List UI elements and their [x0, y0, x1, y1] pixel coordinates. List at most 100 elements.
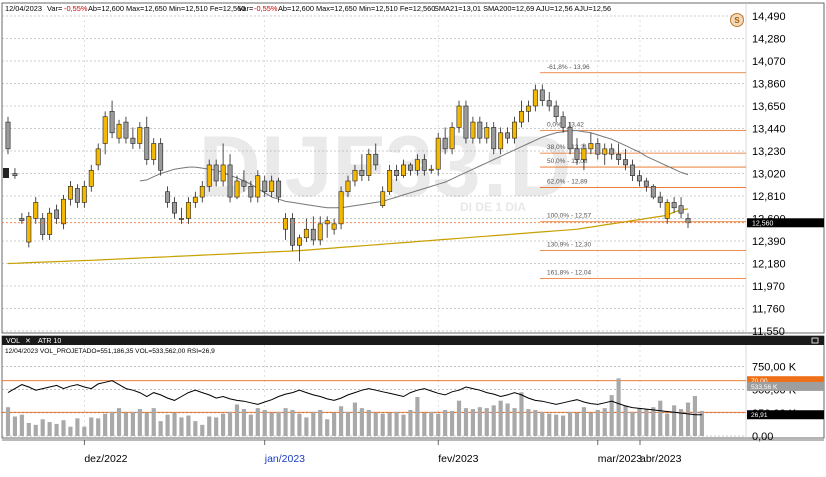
volume-bar: [241, 409, 246, 436]
volume-bar: [436, 413, 441, 436]
candle-body: [303, 228, 309, 239]
candle-body: [650, 186, 656, 198]
volume-panel-title: 12/04/2023 VOL_PROJETADO=551,186,35 VOL=…: [5, 348, 215, 355]
currency-icon-symbol: S: [734, 16, 740, 25]
panel-maximize-icon[interactable]: [811, 337, 819, 344]
candlestick: [199, 181, 205, 203]
candlestick: [602, 143, 608, 165]
price-tick-label: 12,390: [752, 236, 786, 248]
candlestick: [116, 119, 122, 144]
volume-bar: [248, 414, 253, 436]
currency-icon[interactable]: [730, 13, 744, 27]
candle-body: [276, 180, 282, 198]
volume-bar: [116, 408, 122, 436]
candlestick: [407, 162, 413, 176]
volume-bar: [443, 409, 448, 436]
candlestick: [130, 127, 136, 149]
candlestick: [657, 191, 663, 208]
close-icon[interactable]: ✕: [25, 338, 31, 345]
candlestick: [498, 127, 504, 155]
candlestick: [345, 175, 351, 198]
candlestick: [574, 138, 580, 165]
candlestick: [581, 143, 587, 171]
rsi-line: [7, 380, 702, 416]
candle-body: [220, 164, 226, 182]
candle-body: [206, 164, 212, 187]
volume-bar: [325, 419, 330, 436]
candle-body: [546, 100, 552, 107]
candlestick: [290, 213, 295, 251]
volume-bar: [144, 412, 149, 436]
volume-bar: [345, 411, 351, 436]
candlestick: [421, 154, 427, 176]
volume-bar: [26, 422, 31, 436]
candlestick: [276, 177, 282, 203]
candle-body: [595, 143, 601, 155]
price-gridlines: [2, 15, 746, 332]
candle-body: [331, 223, 337, 230]
volume-bar: [380, 413, 385, 436]
header-var-label: Var=: [47, 4, 62, 13]
candle-body: [317, 223, 323, 241]
candle-body: [54, 209, 60, 219]
candle-body: [623, 159, 629, 166]
candle-body: [574, 148, 580, 160]
candle-body: [380, 191, 386, 206]
left-collapse-handle[interactable]: [3, 168, 9, 178]
volume-bar: [290, 409, 295, 436]
tab-vol[interactable]: VOL: [6, 338, 20, 345]
price-tick-label: 11,970: [752, 281, 785, 293]
volume-bar: [151, 408, 156, 436]
volume-bar: [33, 424, 38, 436]
candle-body: [47, 212, 53, 235]
candlestick: [380, 186, 386, 208]
volume-bar: [373, 412, 378, 436]
candle-body: [407, 164, 413, 171]
tab-atr[interactable]: ATR 10: [38, 338, 61, 345]
volume-badge-bg: [747, 381, 824, 391]
candle-body: [678, 205, 684, 214]
volume-bar: [304, 417, 309, 436]
collapse-arrow-icon[interactable]: [3, 168, 9, 178]
candle-body: [81, 186, 87, 203]
price-tick-label: 14,490: [752, 11, 786, 23]
volume-bar: [408, 409, 413, 436]
fib-level-label: 38,0% - 13,21: [547, 144, 588, 151]
candlestick: [435, 132, 441, 176]
volume-bar: [616, 378, 621, 436]
candle-body: [262, 180, 268, 193]
candlestick: [192, 191, 198, 208]
candlestick: [47, 207, 53, 240]
volume-bar: [269, 412, 274, 436]
candle-body: [539, 89, 545, 101]
candlestick: [664, 199, 670, 224]
volume-bar: [366, 409, 371, 436]
fib-level-label: -61,8% - 13,96: [547, 64, 590, 71]
volume-bar: [318, 409, 323, 436]
candlestick: [102, 111, 108, 155]
candle-body: [401, 164, 406, 176]
candlestick: [151, 138, 157, 165]
volume-bar: [512, 408, 517, 436]
rsi-level-badge-bg: [747, 376, 824, 386]
volume-bar: [658, 400, 663, 436]
candle-body: [241, 180, 247, 187]
fib-level-label: 130,9% - 12,30: [547, 242, 591, 249]
side-icon[interactable]: S: [730, 13, 744, 27]
candlestick: [373, 143, 379, 171]
candle-body: [12, 173, 18, 176]
volume-bar: [172, 412, 177, 436]
volume-bar: [297, 413, 302, 436]
candle-body: [296, 237, 302, 246]
candlestick: [609, 143, 615, 160]
volume-bar: [311, 411, 316, 436]
candlestick: [512, 116, 517, 144]
volume-bar: [567, 411, 573, 436]
fibonacci-levels: -61,8% - 13,96 0,0% - 13,42 38,0% - 13,21 5…: [540, 64, 746, 279]
candle-body: [144, 127, 150, 160]
candlestick: [109, 100, 115, 139]
candlestick: [172, 197, 177, 219]
volume-bar: [158, 421, 163, 436]
time-axis-label: jan/2023: [264, 453, 305, 465]
candle-body: [192, 196, 198, 203]
